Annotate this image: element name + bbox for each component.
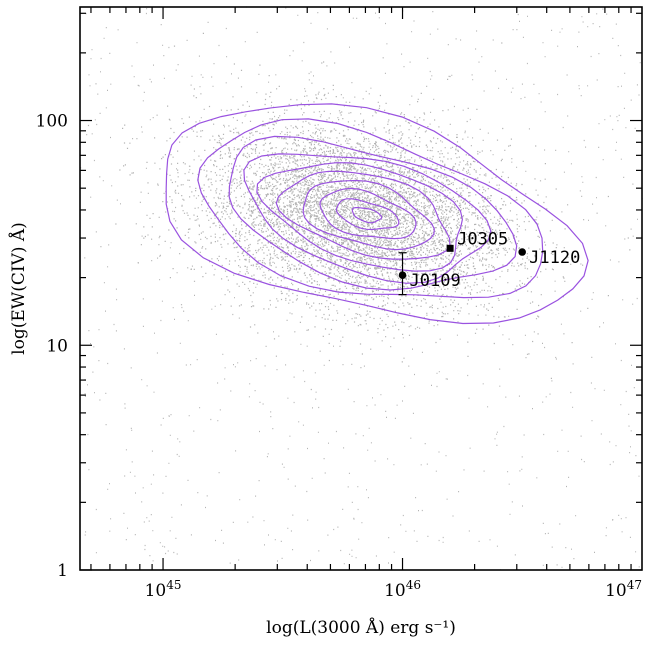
contour-level <box>256 162 464 272</box>
plot-frame <box>79 6 643 571</box>
label-j0109: J0109 <box>410 271 461 291</box>
background-point-cloud <box>80 6 643 571</box>
label-j0305: J0305 <box>457 229 508 249</box>
y-tick-label: 100 <box>36 112 68 132</box>
contour-level <box>351 207 383 224</box>
y-tick-label: 10 <box>46 336 68 356</box>
background-points <box>80 6 643 571</box>
point-j1120 <box>518 248 526 256</box>
y-tick-labels: 1 10 100 <box>36 112 68 581</box>
x-tick-label: 1045 <box>145 578 182 601</box>
axis-ticks <box>80 7 642 571</box>
contour-level <box>197 118 544 299</box>
contour-level <box>302 179 435 251</box>
contour-level <box>228 135 518 291</box>
label-j1120: J1120 <box>529 248 580 268</box>
y-axis-title: log(EW(CIV) Å) <box>8 222 29 355</box>
x-axis-title: log(L(3000 Å) erg s⁻¹) <box>266 617 456 638</box>
x-tick-labels: 1045 1046 1047 <box>145 578 642 601</box>
contour-level <box>319 187 417 240</box>
highlighted-quasars: J0109 J0305 J1120 <box>398 229 580 296</box>
point-j0305 <box>446 244 454 252</box>
contour-level <box>335 198 400 231</box>
density-contours <box>165 103 589 325</box>
x-tick-label: 1047 <box>605 578 642 601</box>
x-tick-label: 1046 <box>384 578 421 601</box>
contour-level <box>243 153 492 284</box>
point-j0109 <box>398 271 407 280</box>
contour-level <box>165 103 589 325</box>
contour-level <box>275 170 451 260</box>
y-tick-label: 1 <box>57 561 68 581</box>
